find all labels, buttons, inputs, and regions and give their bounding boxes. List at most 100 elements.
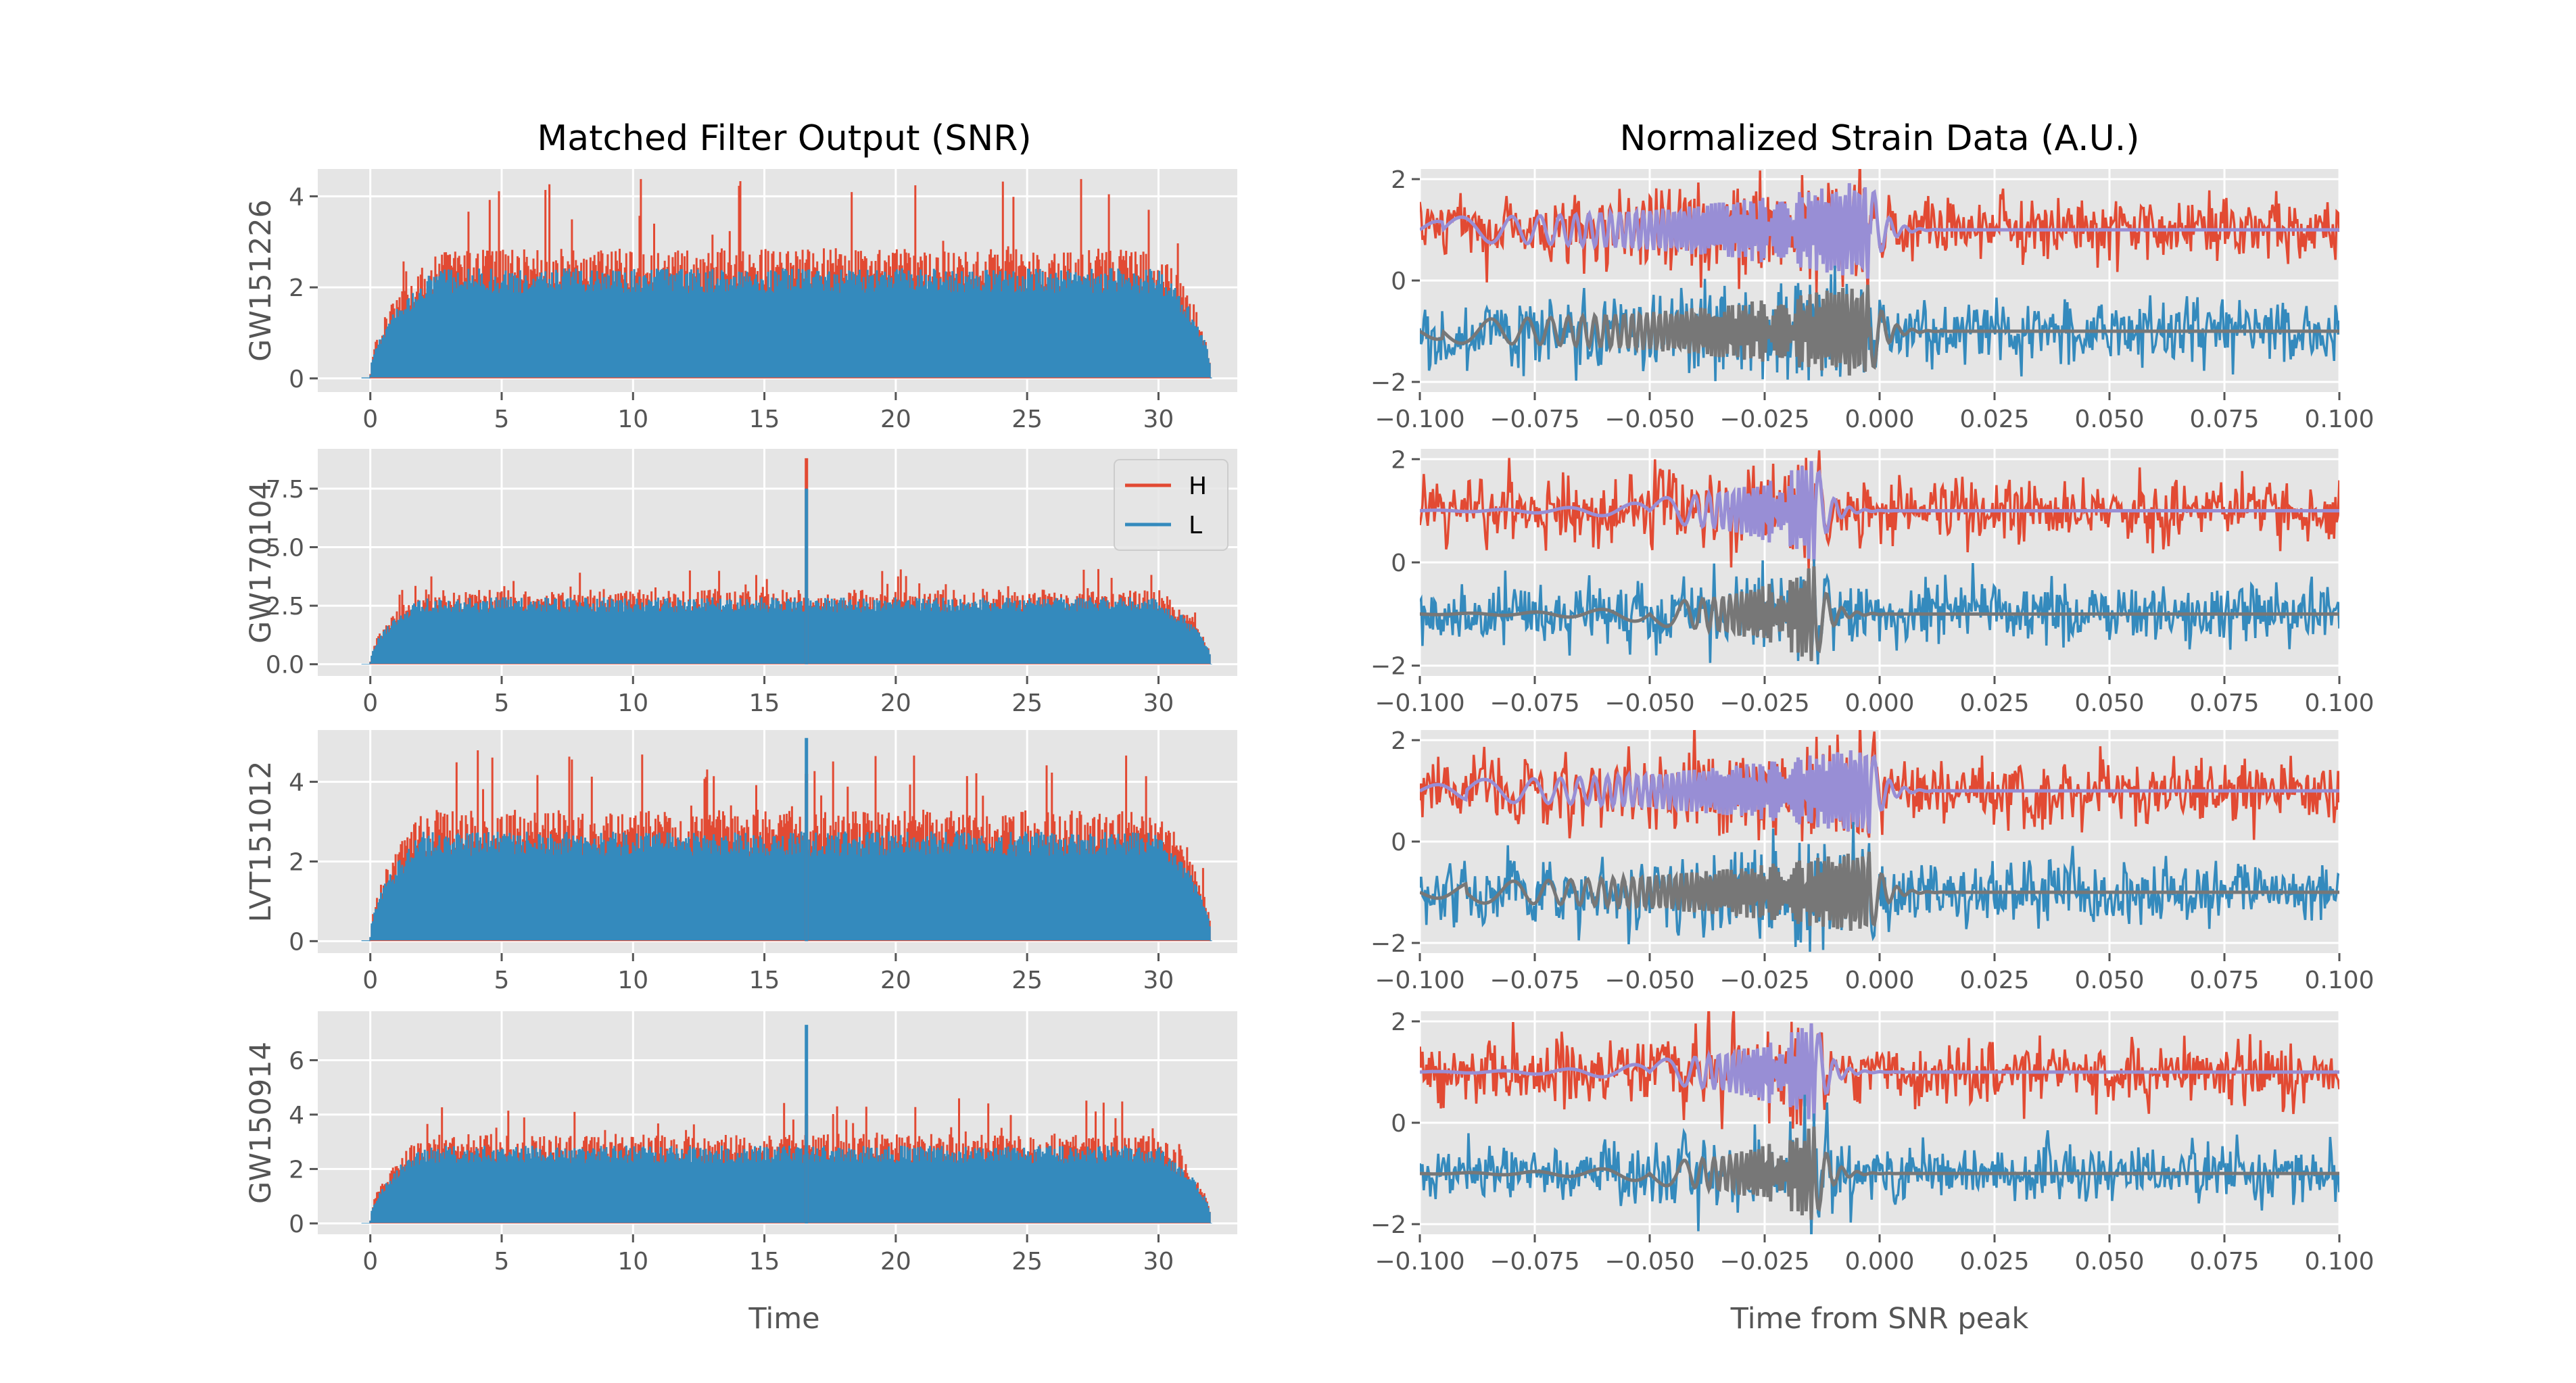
x-tick-label: −0.075 (1489, 1248, 1579, 1276)
y-tick-label: 2 (1391, 446, 1406, 474)
x-tick-label: −0.075 (1489, 689, 1579, 717)
x-tick-label: 0.025 (1959, 406, 2029, 433)
x-tick-label: −0.050 (1604, 1248, 1694, 1276)
series-L-template (1420, 566, 2339, 662)
y-tick-label: −2 (1370, 1211, 1406, 1239)
panel-GW150914-snr: 0 5 10 15 20 25 30 0 2 4 6 GW150914 (244, 1011, 1237, 1276)
series-L-snr (361, 831, 1212, 942)
x-tick-label: 5 (494, 406, 510, 433)
x-tick-label: −0.100 (1375, 967, 1464, 994)
x-tick-label: 0.075 (2189, 689, 2259, 717)
y-tick-label: 0 (289, 928, 304, 956)
x-tick-label: −0.100 (1375, 1248, 1464, 1276)
series-L-snr (361, 268, 1212, 379)
left-x-axis-label: Time (748, 1302, 819, 1336)
legend: HL (1114, 459, 1229, 551)
x-tick-label: 0 (362, 967, 378, 994)
event-label-LVT151012: LVT151012 (244, 760, 278, 922)
y-tick-label: 4 (289, 183, 304, 211)
x-tick-label: 0.000 (1844, 689, 1914, 717)
series-H-strain (1420, 1011, 2339, 1130)
series-L-strain (1420, 559, 2339, 665)
x-tick-label: 15 (749, 689, 780, 717)
x-tick-label: −0.050 (1604, 689, 1694, 717)
x-tick-label: −0.100 (1375, 689, 1464, 717)
series-L-strain (1420, 1094, 2339, 1234)
x-tick-label: 0.025 (1959, 1248, 2029, 1276)
x-tick-label: −0.025 (1719, 689, 1809, 717)
series-H-template (1420, 750, 2339, 834)
y-tick-label: 4 (289, 1102, 304, 1130)
series-L-template (1420, 285, 2339, 376)
event-label-GW170104: GW170104 (244, 481, 278, 644)
panel-GW170104-strain: −0.100 −0.075 −0.050 −0.025 0.000 0.025 0.050 0… (1370, 446, 2375, 717)
x-tick-label: −0.025 (1719, 1248, 1809, 1276)
series-H-template (1420, 461, 2339, 561)
series-L-snr (361, 597, 1212, 664)
x-tick-label: 0.100 (2304, 967, 2374, 994)
x-tick-label: 30 (1143, 967, 1174, 994)
x-tick-label: 0 (362, 1248, 378, 1276)
y-tick-label: 4 (289, 769, 304, 797)
x-tick-label: 20 (880, 967, 911, 994)
x-tick-label: 15 (749, 406, 780, 433)
x-tick-label: 5 (494, 967, 510, 994)
x-tick-label: 0.075 (2189, 967, 2259, 994)
y-tick-label: 0 (1391, 1110, 1406, 1138)
x-tick-label: −0.050 (1604, 406, 1694, 433)
y-tick-label: 0.0 (266, 652, 304, 679)
x-tick-label: −0.025 (1719, 967, 1809, 994)
x-tick-label: 0.000 (1844, 1248, 1914, 1276)
x-tick-label: 25 (1011, 689, 1043, 717)
y-tick-label: 0 (1391, 268, 1406, 295)
y-tick-label: 0 (1391, 829, 1406, 856)
x-tick-label: 0.100 (2304, 1248, 2374, 1276)
x-tick-label: 10 (617, 967, 648, 994)
panel-LVT151012-strain: −0.100 −0.075 −0.050 −0.025 0.000 0.025 0.050 0… (1370, 727, 2375, 994)
x-tick-label: 0.050 (2074, 1248, 2144, 1276)
y-tick-label: 2 (289, 1156, 304, 1184)
legend-box (1114, 459, 1229, 551)
x-tick-label: 0.000 (1844, 967, 1914, 994)
x-tick-label: 25 (1011, 1248, 1043, 1276)
y-tick-label: 0 (289, 366, 304, 393)
x-tick-label: 0.100 (2304, 689, 2374, 717)
x-tick-label: −0.075 (1489, 967, 1579, 994)
y-tick-label: −2 (1370, 930, 1406, 958)
x-tick-label: 0.025 (1959, 689, 2029, 717)
series-L-template (1420, 1126, 2339, 1220)
x-tick-label: 0 (362, 406, 378, 433)
x-tick-label: 25 (1011, 406, 1043, 433)
x-tick-label: 0.025 (1959, 967, 2029, 994)
x-tick-label: 20 (880, 689, 911, 717)
series-L-snr (361, 1145, 1212, 1223)
x-tick-label: 25 (1011, 967, 1043, 994)
panel-GW151226-snr: 0 5 10 15 20 25 30 0 2 4 GW151226 (244, 169, 1237, 433)
x-tick-label: −0.025 (1719, 406, 1809, 433)
x-tick-label: 0.050 (2074, 689, 2144, 717)
legend-label-L: L (1189, 512, 1202, 539)
x-tick-label: 30 (1143, 1248, 1174, 1276)
y-tick-label: 0 (1391, 550, 1406, 577)
panel-GW150914-strain: −0.100 −0.075 −0.050 −0.025 0.000 0.025 0.050 0… (1370, 1009, 2375, 1276)
x-tick-label: 20 (880, 406, 911, 433)
y-tick-label: 2 (1391, 727, 1406, 755)
x-tick-label: 20 (880, 1248, 911, 1276)
right-column-title: Normalized Strain Data (A.U.) (1619, 118, 2139, 159)
y-tick-label: 2 (1391, 166, 1406, 194)
y-tick-label: 7.5 (266, 476, 304, 504)
right-x-axis-label: Time from SNR peak (1730, 1302, 2029, 1336)
y-tick-label: 2 (289, 274, 304, 302)
x-tick-label: 5 (494, 1248, 510, 1276)
x-tick-label: 15 (749, 967, 780, 994)
y-tick-label: 2.5 (266, 593, 304, 621)
x-tick-label: −0.050 (1604, 967, 1694, 994)
series-H-template (1420, 1023, 2339, 1121)
x-tick-label: 15 (749, 1248, 780, 1276)
x-tick-label: 10 (617, 406, 648, 433)
legend-label-H: H (1189, 472, 1207, 500)
panel-GW151226-strain: −0.100 −0.075 −0.050 −0.025 0.000 0.025 0.050 0… (1370, 166, 2375, 433)
panel-LVT151012-snr: 0 5 10 15 20 25 30 0 2 4 LVT151012 (244, 730, 1237, 994)
